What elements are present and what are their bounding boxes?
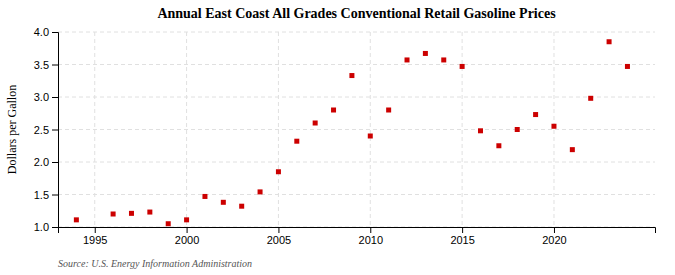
plot: 1995 2000 2005 2010 2015 2020 1.0 1.5 2.0 2.5 3.0 3… [34,26,656,246]
x-tick: 2000 [175,227,199,246]
x-tick-mark [278,227,279,233]
y-tick-label: 3.0 [34,91,49,103]
y-tick: 4.0 [34,26,58,38]
x-tick-label: 2020 [542,234,566,246]
y-tick-label: 1.0 [34,221,49,233]
point [386,108,391,113]
point [588,96,593,101]
y-tick: 2.0 [34,156,58,168]
point [405,57,410,62]
grid-line [58,194,655,195]
y-tick-mark [52,97,58,98]
point [147,210,152,215]
point [111,212,116,217]
x-tick: 2010 [359,227,383,246]
x-tick-mark [370,227,371,233]
point [460,64,465,69]
title: Annual East Coast All Grades Conventiona… [157,6,556,21]
x-tick-mark [462,227,463,233]
point [239,204,244,209]
x-tick: 2015 [450,227,474,246]
point [625,64,630,69]
point [607,39,612,44]
point [423,51,428,56]
y-tick: 3.5 [34,59,58,71]
grid-line [58,97,655,98]
points [74,39,630,226]
grid-line [370,32,371,227]
y-axis: 1.0 1.5 2.0 2.5 3.0 3.5 4.0 [34,26,59,233]
y-tick: 1.5 [34,189,58,201]
y-tick-label: 1.5 [34,189,49,201]
grid-line [58,129,655,130]
x-tick-label: 1995 [83,234,107,246]
y-tick-mark [52,195,58,196]
point [129,211,134,216]
y-tick: 1.0 [34,221,58,233]
x-tick-label: 2010 [359,234,383,246]
point [74,217,79,222]
y-tick: 3.0 [34,91,58,103]
x-tick: 2020 [542,227,566,246]
grid-line [58,162,655,163]
point [570,147,575,152]
point [496,143,501,148]
grid-line [94,32,95,227]
grid-line [186,32,187,227]
point [294,139,299,144]
source-note: Source: U.S. Energy Information Administ… [58,258,252,269]
y-tick-mark [52,32,58,33]
point [313,121,318,126]
y-tick: 2.5 [34,124,58,136]
grid-line [553,32,554,227]
y-tick-mark [52,162,58,163]
grid-line [58,32,655,33]
point [478,128,483,133]
y-axis-title: Dollars per Gallon [5,85,19,174]
grid [58,32,655,227]
y-tick-label: 4.0 [34,26,49,38]
y-tick-mark [52,130,58,131]
point [533,112,538,117]
x-tick: 1995 [83,227,107,246]
grid-line [278,32,279,227]
point [331,108,336,113]
point [349,73,354,78]
point [276,169,281,174]
point [368,134,373,139]
x-axis-line [59,228,656,234]
point [184,217,189,222]
y-tick-label: 2.5 [34,124,49,136]
x-axis: 1995 2000 2005 2010 2015 2020 [59,227,656,246]
x-tick-mark [554,227,555,233]
y-tick-mark [52,65,58,66]
point [202,194,207,199]
chart: 1995 2000 2005 2010 2015 2020 1.0 1.5 2.0 2.5 3.0 3… [0,0,675,275]
point [221,200,226,205]
point [166,221,171,226]
x-tick-label: 2015 [450,234,474,246]
x-tick-mark [187,227,188,233]
y-axis-line [52,33,59,228]
x-tick-mark [95,227,96,233]
y-tick-mark [52,227,58,228]
grid-line [58,64,655,65]
y-tick-label: 2.0 [34,156,49,168]
grid-line [462,32,463,227]
x-tick-label: 2005 [267,234,291,246]
point [515,127,520,132]
point [551,124,556,129]
point [258,189,263,194]
point [441,57,446,62]
y-tick-label: 3.5 [34,59,49,71]
x-tick: 2005 [267,227,291,246]
x-tick-label: 2000 [175,234,199,246]
